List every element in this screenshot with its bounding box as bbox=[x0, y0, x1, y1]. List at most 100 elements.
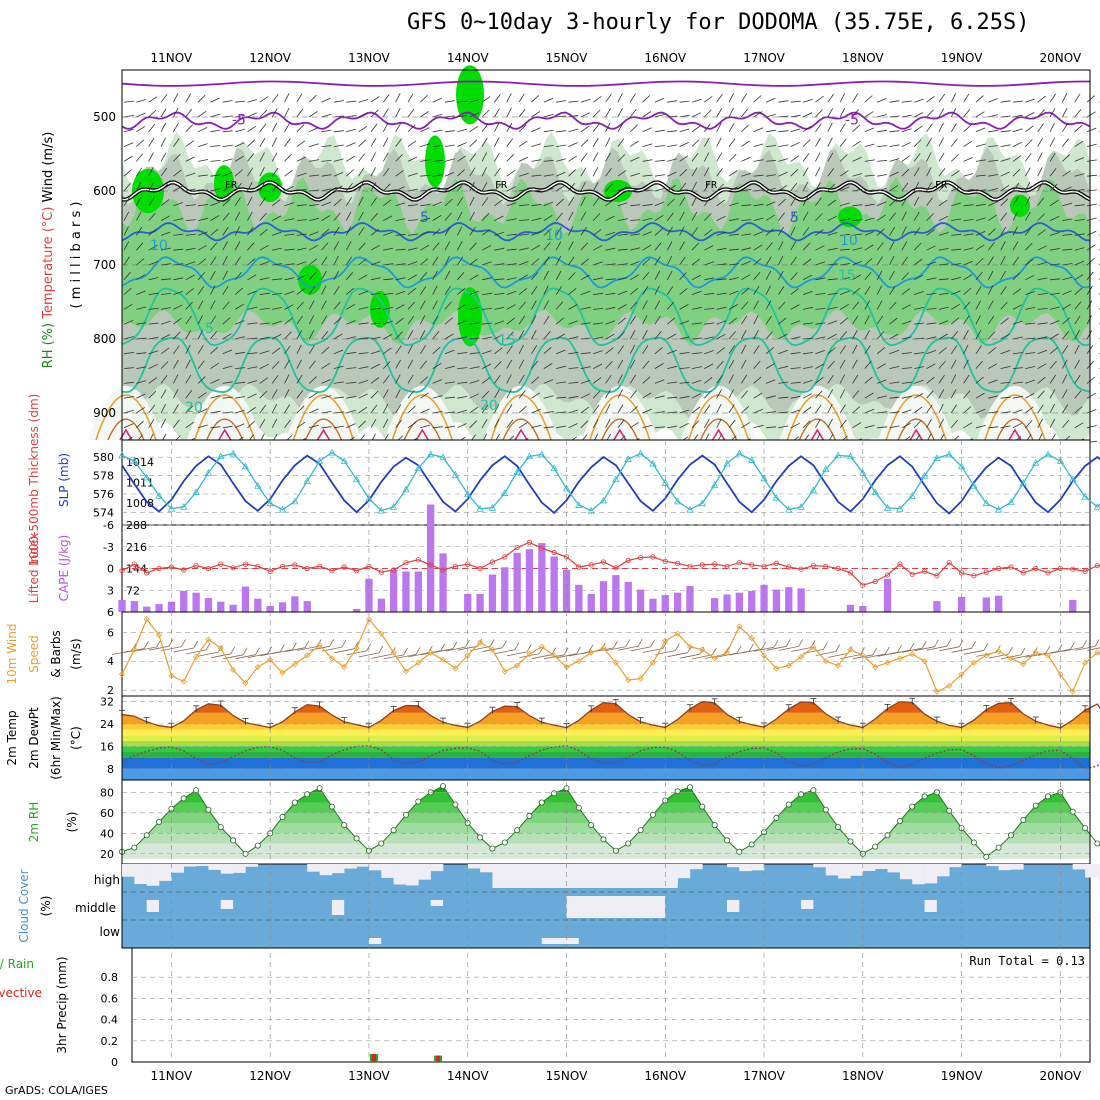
wind-barb bbox=[802, 306, 813, 310]
wind-barb bbox=[296, 301, 304, 310]
wind-barb bbox=[160, 137, 166, 147]
wind-barb bbox=[1025, 227, 1032, 236]
temp-band bbox=[122, 768, 1090, 780]
wind-barb bbox=[975, 345, 982, 355]
wind-barb bbox=[432, 331, 440, 340]
cape-bar bbox=[995, 595, 1003, 612]
wind-barb bbox=[753, 376, 762, 384]
wind10-barb bbox=[1013, 654, 1034, 659]
wind-barb bbox=[481, 390, 490, 399]
wind-barb bbox=[173, 359, 179, 369]
wind-barb bbox=[938, 292, 949, 295]
wind-barb bbox=[481, 404, 489, 414]
wind-barb bbox=[876, 201, 887, 207]
wind-barb bbox=[827, 122, 833, 132]
wind-barb bbox=[444, 333, 454, 340]
wind-barb bbox=[185, 344, 191, 354]
wind-barb bbox=[778, 349, 788, 355]
wind-barb bbox=[123, 226, 129, 236]
wind-barb bbox=[667, 144, 678, 147]
wind-barb bbox=[296, 315, 303, 325]
li-point bbox=[502, 554, 508, 560]
wind-barb bbox=[308, 345, 315, 355]
wind-barb bbox=[259, 244, 269, 251]
thickness-tick-label: 578 bbox=[93, 470, 114, 483]
wind-barb bbox=[988, 98, 998, 103]
wind-barb bbox=[778, 115, 789, 118]
wind-barb bbox=[580, 226, 587, 236]
wind-barb bbox=[642, 244, 652, 251]
wind-barb bbox=[728, 331, 736, 340]
wind-barb bbox=[778, 198, 786, 207]
wind10-point bbox=[736, 623, 743, 630]
wind10-point bbox=[859, 652, 866, 659]
wind-barb bbox=[1000, 317, 1009, 325]
wind-barb bbox=[654, 159, 665, 162]
wind-barb bbox=[913, 167, 920, 177]
wind-barb bbox=[370, 292, 381, 295]
wind-barb bbox=[259, 336, 270, 340]
wind-barb bbox=[358, 352, 369, 355]
wind10-barb bbox=[186, 649, 207, 655]
wind10-barb-flag bbox=[773, 640, 779, 648]
wind-barb bbox=[259, 123, 267, 133]
wind-barb bbox=[827, 215, 837, 221]
profile-ylabel-units: ( m i l l i b a r s ) bbox=[69, 202, 84, 309]
wind-barb bbox=[235, 409, 245, 414]
wind-barb bbox=[494, 361, 502, 369]
wind-barb bbox=[864, 111, 874, 118]
wind-barb bbox=[765, 201, 776, 207]
wind-barb bbox=[629, 390, 637, 399]
wind10-barb bbox=[556, 653, 577, 659]
wind-barb bbox=[160, 152, 167, 162]
wind-barb bbox=[1000, 184, 1010, 192]
wind-barb bbox=[901, 352, 912, 355]
wind-barb bbox=[135, 196, 142, 206]
wind-barb bbox=[259, 363, 269, 369]
wind-barb bbox=[308, 94, 317, 103]
wind-barb bbox=[802, 274, 813, 281]
wind-barb bbox=[197, 408, 208, 414]
wind-barb bbox=[593, 292, 604, 295]
wind-barb bbox=[160, 247, 171, 251]
wind-barb bbox=[926, 167, 932, 177]
wind-barb bbox=[753, 315, 759, 325]
wind-barb bbox=[605, 167, 612, 177]
wind-barb bbox=[605, 108, 611, 118]
wind-barb bbox=[568, 128, 579, 133]
wind-barb bbox=[395, 202, 406, 207]
wind-barb bbox=[173, 233, 184, 236]
wind-barb bbox=[309, 127, 319, 133]
wind-barb bbox=[988, 201, 998, 207]
wind-barb bbox=[518, 374, 525, 384]
wind-barb bbox=[333, 185, 343, 192]
wind-barb bbox=[815, 152, 821, 162]
wind-barb bbox=[506, 138, 514, 147]
wind-barb bbox=[840, 202, 850, 207]
wind-barb bbox=[592, 109, 601, 118]
wind-barb bbox=[1086, 425, 1097, 429]
wind-barb bbox=[815, 308, 826, 310]
wind10-point bbox=[1032, 649, 1039, 656]
wind-barb bbox=[136, 99, 147, 103]
wind-barb bbox=[432, 242, 440, 251]
wind-barb bbox=[1062, 389, 1068, 399]
wind-barb bbox=[778, 270, 784, 280]
wind-barb bbox=[321, 346, 330, 355]
rh2m-point bbox=[810, 787, 817, 794]
wind-barb bbox=[185, 108, 193, 118]
wind10-point bbox=[279, 669, 286, 676]
thickness-point bbox=[389, 503, 398, 510]
wind-barb bbox=[1074, 390, 1082, 399]
wind-barb bbox=[741, 390, 749, 399]
wind-barb bbox=[123, 155, 133, 162]
wind-barb bbox=[309, 159, 320, 162]
wind10-barb bbox=[519, 653, 540, 658]
slp-panel bbox=[121, 439, 1091, 526]
wind-barb bbox=[284, 122, 290, 133]
cape-bar bbox=[192, 592, 200, 612]
wind-barb bbox=[333, 365, 344, 369]
wind-barb bbox=[728, 186, 739, 192]
wind-barb bbox=[160, 320, 171, 325]
wind-barb bbox=[901, 320, 912, 325]
